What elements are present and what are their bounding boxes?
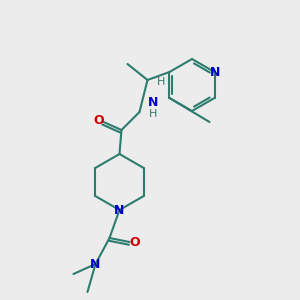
Text: N: N (90, 257, 101, 271)
Text: N: N (148, 95, 159, 109)
Text: N: N (114, 203, 125, 217)
Text: O: O (129, 236, 140, 248)
Text: O: O (93, 115, 104, 128)
Text: H: H (157, 77, 166, 87)
Text: N: N (210, 65, 221, 79)
Text: H: H (149, 109, 158, 119)
